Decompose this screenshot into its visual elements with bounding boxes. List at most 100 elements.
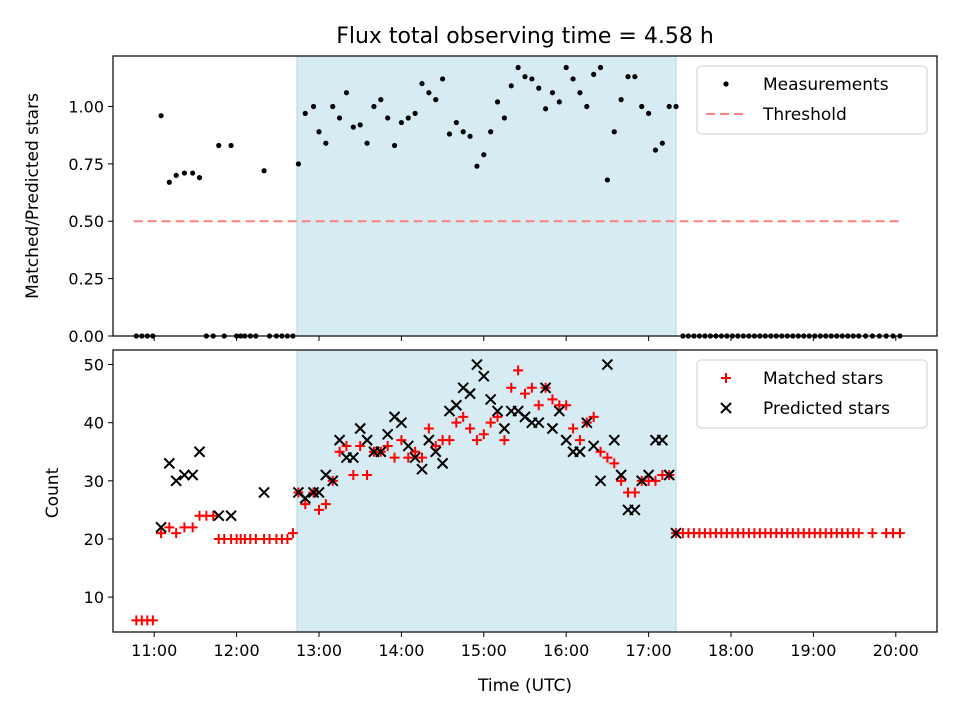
predicted-star-point bbox=[299, 492, 311, 504]
matched-star-point bbox=[417, 452, 427, 463]
predicted-star-point bbox=[436, 457, 449, 470]
predicted-star-point bbox=[464, 387, 476, 400]
measurement-point bbox=[364, 140, 370, 146]
matched-star-point bbox=[208, 510, 219, 521]
measurement-point bbox=[591, 71, 597, 77]
measurement-point bbox=[673, 103, 679, 110]
predicted-star-point bbox=[670, 527, 682, 539]
measurement-point bbox=[440, 76, 446, 82]
y-tick-label: 0.00 bbox=[68, 327, 104, 346]
legend-label: Predicted stars bbox=[763, 399, 890, 419]
legend-label: Measurements bbox=[763, 75, 889, 95]
y-tick-label: 0.50 bbox=[68, 212, 104, 231]
predicted-star-point bbox=[587, 440, 600, 452]
matched-star-point bbox=[602, 452, 613, 463]
measurement-point bbox=[173, 172, 179, 178]
measurement-point bbox=[446, 131, 453, 137]
predicted-star-point bbox=[213, 510, 225, 522]
predicted-star-point bbox=[375, 446, 387, 458]
matched-star-point bbox=[894, 528, 905, 539]
legend-label: Threshold bbox=[762, 105, 847, 125]
bottom-y-axis-label: Count bbox=[43, 467, 63, 518]
matched-star-point bbox=[499, 435, 510, 446]
matched-star-point bbox=[147, 615, 158, 626]
predicted-star-point bbox=[395, 416, 408, 429]
predicted-star-point bbox=[402, 440, 414, 452]
matched-star-point bbox=[396, 435, 407, 446]
matched-star-point bbox=[451, 417, 462, 428]
x-tick-label: 12:00 bbox=[214, 641, 260, 660]
measurement-point bbox=[488, 129, 494, 135]
predicted-star-point bbox=[193, 446, 206, 458]
legend-label: Matched stars bbox=[763, 369, 883, 389]
measurement-point bbox=[412, 110, 418, 116]
matched-star-point bbox=[287, 528, 298, 539]
measurement-point bbox=[323, 140, 329, 146]
predicted-star-point bbox=[601, 358, 614, 371]
matched-star-point bbox=[588, 411, 599, 422]
predicted-star-point bbox=[450, 399, 463, 411]
measurement-point bbox=[216, 142, 222, 149]
matched-star-point bbox=[362, 470, 373, 481]
measurement-point bbox=[522, 74, 528, 80]
measurement-point bbox=[604, 177, 611, 183]
measurement-point bbox=[343, 90, 350, 96]
matched-star-point bbox=[629, 487, 640, 498]
measurement-point bbox=[543, 106, 549, 112]
matched-star-point bbox=[547, 394, 558, 405]
measurement-point bbox=[549, 90, 556, 96]
measurement-point bbox=[460, 129, 466, 135]
measurement-point bbox=[494, 99, 501, 105]
measurement-point bbox=[474, 163, 480, 169]
predicted-star-point bbox=[333, 434, 346, 446]
measurement-point bbox=[529, 76, 535, 82]
measurement-point bbox=[426, 90, 432, 96]
predicted-star-point bbox=[186, 469, 199, 481]
predicted-star-point bbox=[471, 358, 483, 371]
measurement-point bbox=[228, 142, 234, 149]
matched-star-point bbox=[382, 440, 393, 451]
y-tick-label: 1.00 bbox=[68, 97, 104, 116]
matched-star-point bbox=[355, 440, 366, 451]
x-tick-label: 18:00 bbox=[708, 641, 754, 660]
measurement-point bbox=[302, 110, 308, 116]
predicted-star-point bbox=[381, 428, 394, 441]
chart-title: Flux total observing time = 4.58 h bbox=[336, 24, 714, 49]
y-tick-label: 0.25 bbox=[68, 270, 104, 289]
measurement-point bbox=[405, 115, 411, 121]
y-tick-label: 20 bbox=[84, 530, 104, 549]
legend-box bbox=[696, 65, 928, 135]
predicted-star-point bbox=[170, 475, 182, 487]
predicted-star-point bbox=[594, 475, 607, 487]
matched-star-point bbox=[458, 411, 469, 422]
matched-star-point bbox=[513, 365, 524, 376]
measurement-point bbox=[515, 64, 521, 71]
measurement-point bbox=[371, 103, 377, 110]
measurement-point bbox=[453, 119, 459, 126]
predicted-star-point bbox=[423, 434, 435, 446]
measurement-point bbox=[350, 124, 356, 130]
matched-star-point bbox=[533, 400, 544, 411]
predicted-star-point bbox=[642, 469, 655, 481]
predicted-star-point bbox=[178, 469, 191, 481]
measurement-point bbox=[652, 147, 659, 153]
predicted-star-point bbox=[533, 416, 545, 429]
measurement-point bbox=[467, 133, 473, 139]
matched-star-point bbox=[609, 458, 620, 469]
matched-star-point bbox=[478, 429, 489, 440]
measurement-point bbox=[556, 99, 562, 105]
x-tick-label: 20:00 bbox=[873, 641, 919, 660]
matched-star-point bbox=[561, 400, 572, 411]
measurement-point bbox=[181, 170, 188, 176]
measurement-point bbox=[337, 115, 343, 121]
matched-star-point bbox=[171, 528, 182, 539]
measurement-point bbox=[310, 103, 317, 110]
legend-matched-marker bbox=[721, 373, 731, 383]
predicted-star-point bbox=[615, 469, 627, 481]
predicted-star-point bbox=[663, 469, 675, 481]
matched-star-point bbox=[520, 388, 530, 399]
x-tick-label: 11:00 bbox=[131, 641, 177, 660]
measurement-point bbox=[433, 97, 439, 103]
y-tick-label: 50 bbox=[84, 356, 104, 375]
